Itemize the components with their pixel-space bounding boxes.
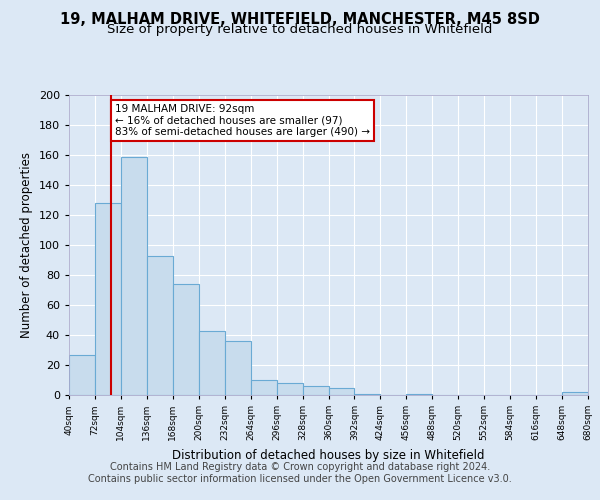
Bar — [329, 388, 355, 395]
Bar — [302, 386, 329, 395]
Bar — [277, 383, 302, 395]
Bar — [95, 203, 121, 395]
Bar — [251, 380, 277, 395]
Bar — [199, 330, 225, 395]
Bar — [406, 394, 432, 395]
Text: Contains HM Land Registry data © Crown copyright and database right 2024.: Contains HM Land Registry data © Crown c… — [110, 462, 490, 472]
Bar — [225, 341, 251, 395]
Bar — [121, 156, 147, 395]
Text: Contains public sector information licensed under the Open Government Licence v3: Contains public sector information licen… — [88, 474, 512, 484]
Text: 19, MALHAM DRIVE, WHITEFIELD, MANCHESTER, M45 8SD: 19, MALHAM DRIVE, WHITEFIELD, MANCHESTER… — [60, 12, 540, 28]
Bar — [173, 284, 199, 395]
X-axis label: Distribution of detached houses by size in Whitefield: Distribution of detached houses by size … — [172, 448, 485, 462]
Text: Size of property relative to detached houses in Whitefield: Size of property relative to detached ho… — [107, 24, 493, 36]
Text: 19 MALHAM DRIVE: 92sqm
← 16% of detached houses are smaller (97)
83% of semi-det: 19 MALHAM DRIVE: 92sqm ← 16% of detached… — [115, 104, 370, 137]
Bar — [355, 394, 380, 395]
Bar — [562, 392, 588, 395]
Y-axis label: Number of detached properties: Number of detached properties — [20, 152, 33, 338]
Bar — [69, 354, 95, 395]
Bar — [147, 256, 173, 395]
